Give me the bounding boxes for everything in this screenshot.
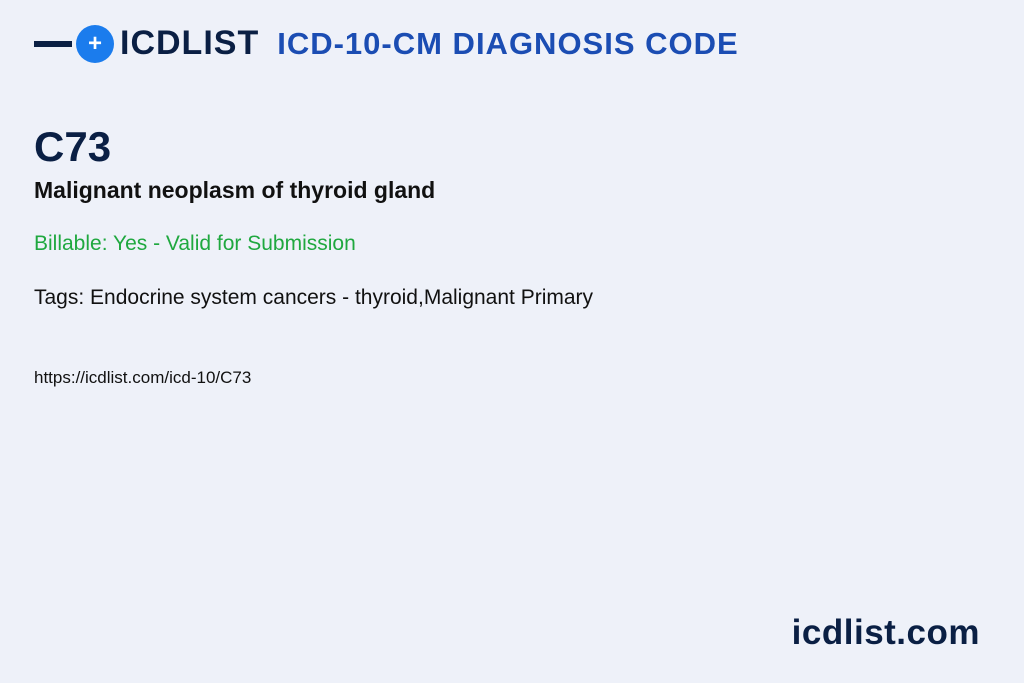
footer-domain: icdlist.com (792, 613, 980, 653)
diagnosis-code: C73 (34, 123, 990, 171)
page-heading: ICD-10-CM DIAGNOSIS CODE (277, 26, 738, 62)
diagnosis-tags: Tags: Endocrine system cancers - thyroid… (34, 286, 990, 310)
billable-status: Billable: Yes - Valid for Submission (34, 232, 990, 256)
logo-dash-icon (34, 41, 72, 47)
page-container: + ICDLIST ICD-10-CM DIAGNOSIS CODE C73 M… (0, 0, 1024, 683)
diagnosis-title: Malignant neoplasm of thyroid gland (34, 177, 990, 204)
header-row: + ICDLIST ICD-10-CM DIAGNOSIS CODE (34, 24, 990, 63)
logo-text: ICDLIST (120, 24, 259, 63)
logo-plus-icon: + (76, 25, 114, 63)
logo: + ICDLIST (34, 24, 259, 63)
source-url: https://icdlist.com/icd-10/C73 (34, 368, 990, 388)
